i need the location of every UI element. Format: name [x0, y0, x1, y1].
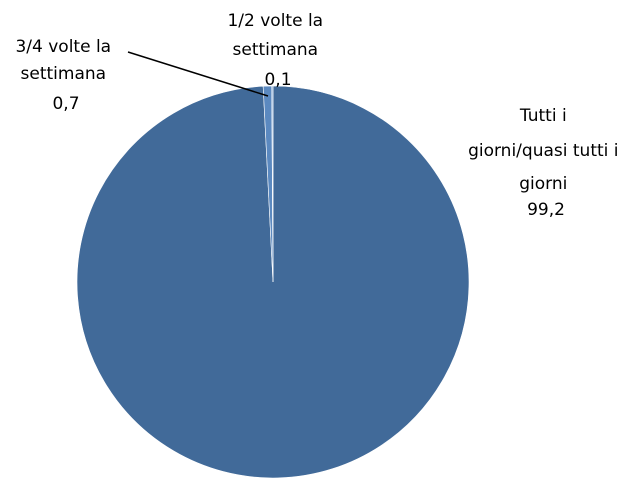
value-label: 99,2	[527, 200, 565, 220]
label-line: settimana	[21, 64, 107, 84]
data-label-tutti-i-giorni: Tutti i giorni/quasi tutti i giorni 99,2	[468, 106, 624, 220]
pie-slices	[76, 85, 470, 479]
data-label-3-4-volte: 3/4 volte la settimana 0,7	[15, 37, 116, 114]
value-label: 0,1	[264, 70, 291, 90]
data-label-1-2-volte: 1/2 volte la settimana 0,1	[227, 11, 328, 90]
label-line: giorni/quasi tutti i	[468, 141, 618, 161]
label-line: giorni	[519, 174, 567, 194]
label-line: 3/4 volte la	[15, 37, 111, 57]
label-line: 1/2 volte la	[227, 11, 323, 31]
value-label: 0,7	[52, 94, 79, 114]
leader-line-3-4-volte	[127, 51, 269, 97]
pie-slice-3	[271, 85, 274, 283]
label-line: Tutti i	[519, 106, 567, 126]
label-line: settimana	[233, 40, 319, 60]
